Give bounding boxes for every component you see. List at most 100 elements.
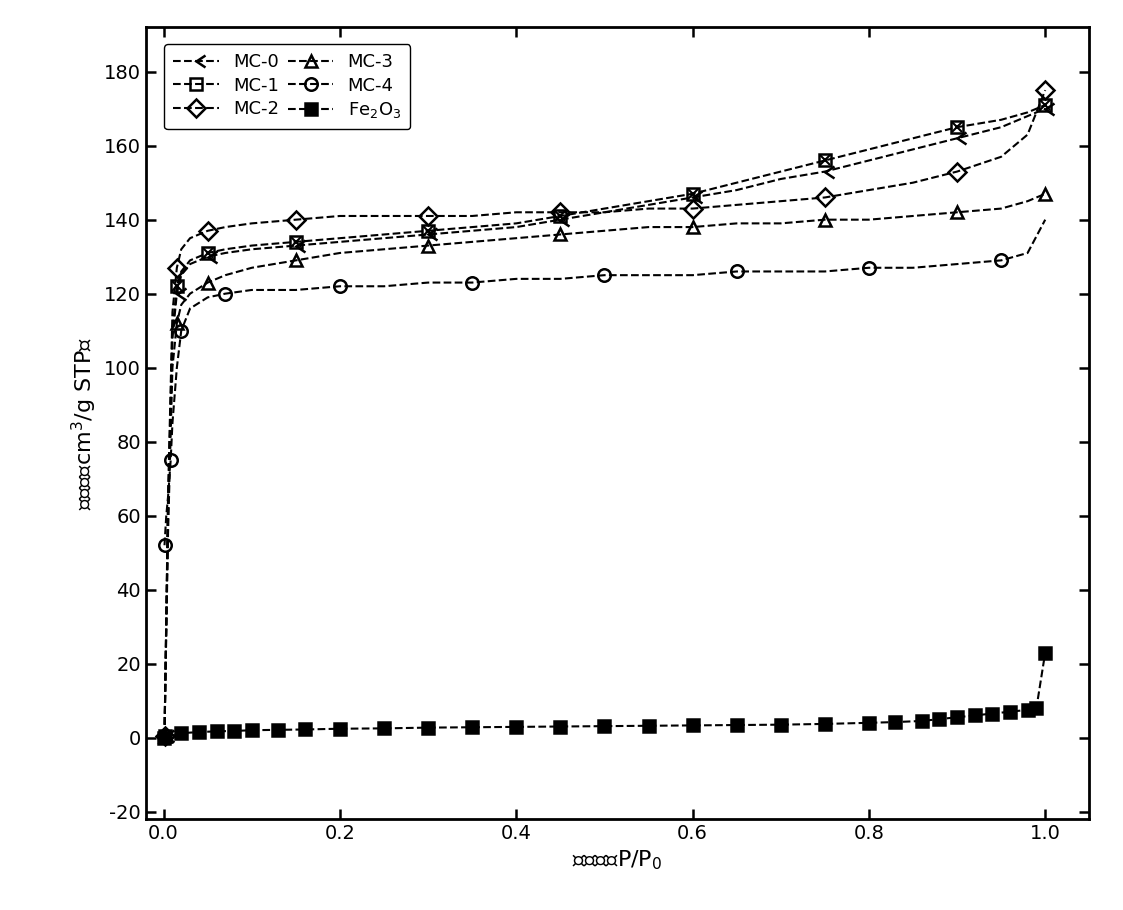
MC-1 <box>170 281 183 292</box>
MC-1 <box>774 167 787 177</box>
MC-1 <box>510 217 523 228</box>
MC-1 <box>994 115 1007 126</box>
Line: MC-0: MC-0 <box>158 103 1051 742</box>
MC-4 <box>1021 248 1034 258</box>
MC-4 <box>166 418 180 429</box>
MC-2 <box>183 233 197 244</box>
Line: MC-4: MC-4 <box>158 214 1051 551</box>
MC-4 <box>641 269 655 280</box>
X-axis label: 相对压力P/P$_0$: 相对压力P/P$_0$ <box>573 848 663 872</box>
MC-4 <box>245 285 258 296</box>
MC-0 <box>774 174 787 185</box>
MC-0 <box>421 229 435 240</box>
MC-2 <box>994 151 1007 162</box>
MC-0 <box>174 269 188 280</box>
MC-3 <box>994 203 1007 214</box>
MC-3 <box>219 269 232 280</box>
MC-1 <box>1021 107 1034 118</box>
MC-2 <box>641 203 655 214</box>
MC-2 <box>162 491 175 502</box>
MC-1 <box>201 248 214 258</box>
MC-4 <box>170 362 183 373</box>
MC-4 <box>730 266 743 277</box>
Fe$_2$O$_3$ <box>862 717 876 728</box>
MC-4 <box>1039 214 1052 225</box>
Fe$_2$O$_3$ <box>888 716 902 727</box>
MC-1 <box>730 177 743 188</box>
Fe$_2$O$_3$ <box>192 726 206 737</box>
MC-3 <box>686 222 700 233</box>
MC-3 <box>730 217 743 228</box>
Fe$_2$O$_3$ <box>245 724 258 735</box>
MC-0 <box>245 244 258 255</box>
MC-4 <box>950 258 964 269</box>
Fe$_2$O$_3$ <box>641 721 655 732</box>
MC-2 <box>334 210 347 221</box>
MC-0 <box>166 332 180 343</box>
MC-3 <box>174 299 188 310</box>
Fe$_2$O$_3$ <box>334 723 347 734</box>
MC-1 <box>174 266 188 277</box>
MC-4 <box>774 266 787 277</box>
Fe$_2$O$_3$ <box>933 713 947 724</box>
MC-3 <box>597 226 611 237</box>
MC-1 <box>818 155 831 166</box>
MC-0 <box>554 214 567 225</box>
Legend: MC-0, MC-1, MC-2, MC-3, MC-4, Fe$_2$O$_3$: MC-0, MC-1, MC-2, MC-3, MC-4, Fe$_2$O$_3… <box>164 45 410 129</box>
MC-1 <box>1039 99 1052 110</box>
MC-0 <box>1039 103 1052 114</box>
Fe$_2$O$_3$ <box>686 720 700 731</box>
Fe$_2$O$_3$ <box>774 719 787 730</box>
MC-2 <box>201 226 214 237</box>
MC-3 <box>166 362 180 373</box>
Fe$_2$O$_3$ <box>968 710 982 721</box>
MC-4 <box>818 266 831 277</box>
MC-2 <box>686 203 700 214</box>
MC-1 <box>289 237 302 248</box>
MC-3 <box>421 240 435 251</box>
MC-2 <box>166 307 180 318</box>
MC-1 <box>219 244 232 255</box>
MC-1 <box>906 133 920 144</box>
Fe$_2$O$_3$ <box>950 712 964 723</box>
MC-2 <box>950 167 964 177</box>
MC-1 <box>641 196 655 207</box>
Line: Fe$_2$O$_3$: Fe$_2$O$_3$ <box>157 646 1051 743</box>
MC-4 <box>219 288 232 299</box>
MC-4 <box>510 273 523 284</box>
MC-4 <box>686 269 700 280</box>
MC-1 <box>465 222 478 233</box>
MC-0 <box>906 144 920 155</box>
MC-3 <box>334 248 347 258</box>
MC-4 <box>334 281 347 292</box>
MC-0 <box>510 222 523 233</box>
MC-4 <box>289 285 302 296</box>
MC-0 <box>377 233 391 244</box>
MC-3 <box>465 237 478 248</box>
MC-4 <box>157 540 171 551</box>
MC-3 <box>554 229 567 240</box>
Fe$_2$O$_3$ <box>986 708 999 719</box>
MC-3 <box>201 278 214 288</box>
MC-4 <box>377 281 391 292</box>
MC-1 <box>162 503 175 514</box>
MC-2 <box>157 731 171 742</box>
MC-2 <box>510 207 523 217</box>
MC-3 <box>774 217 787 228</box>
Line: MC-2: MC-2 <box>158 84 1051 742</box>
Y-axis label: 吸附量（cm$^3$/g STP）: 吸附量（cm$^3$/g STP） <box>70 337 99 510</box>
MC-0 <box>818 167 831 177</box>
MC-3 <box>162 529 175 540</box>
Fe$_2$O$_3$ <box>554 721 567 732</box>
MC-1 <box>183 255 197 266</box>
Fe$_2$O$_3$ <box>421 723 435 733</box>
MC-0 <box>162 511 175 521</box>
MC-0 <box>994 122 1007 133</box>
MC-0 <box>597 207 611 217</box>
MC-2 <box>906 177 920 188</box>
MC-0 <box>201 251 214 262</box>
Line: MC-3: MC-3 <box>158 187 1051 742</box>
MC-0 <box>1021 111 1034 122</box>
Fe$_2$O$_3$ <box>915 715 929 726</box>
Fe$_2$O$_3$ <box>1003 706 1016 717</box>
